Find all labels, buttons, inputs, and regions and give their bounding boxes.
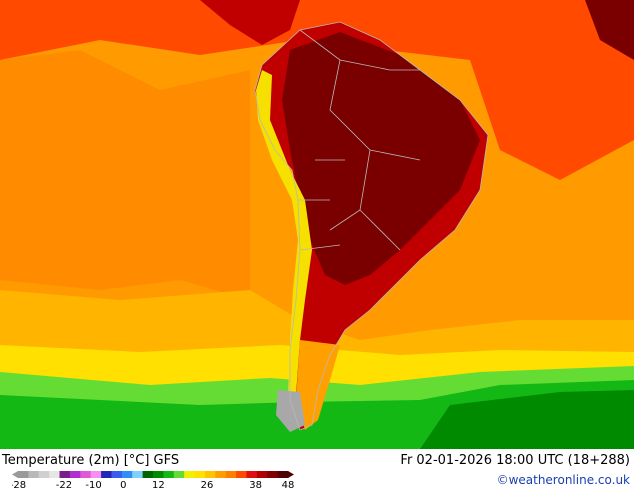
color-legend: -28 -22 -10 0 12 26 38 48 [12,471,294,489]
legend-swatch [121,471,133,478]
legend-swatch [101,471,112,478]
legend-arrow-low [12,471,18,478]
legend-swatch [204,471,216,478]
legend-swatch [225,471,237,478]
tierra-del-fuego [276,390,305,432]
coastline [254,21,489,431]
legend-arrow-high [288,471,294,478]
legend-swatch [18,471,29,478]
legend-tick-label: -22 [56,480,72,489]
legend-tick-label: 0 [120,480,126,489]
credit-link[interactable]: ©weatheronline.co.uk [496,473,630,487]
legend-swatch [90,471,102,478]
patagonia-orange [296,340,340,430]
legend-swatches [12,471,294,478]
ocean-hot-north [0,0,634,180]
continent-hottest [282,32,480,285]
legend-swatch [215,471,227,478]
legend-swatch [69,471,81,478]
legend-swatch [142,471,154,478]
legend-swatch [267,471,279,478]
legend-swatch [38,471,50,478]
legend-swatch [153,471,164,478]
legend-swatch [256,471,268,478]
legend-swatch [194,471,206,478]
africa-edge [585,0,634,60]
ocean-warm-band [0,50,250,300]
legend-swatch [80,471,92,478]
legend-tick-label: 38 [249,480,262,489]
legend-tick-label: 26 [201,480,214,489]
legend-swatch [236,471,247,478]
country-borders [298,29,421,251]
legend-swatch [59,471,71,478]
legend-tick-label: 12 [152,480,165,489]
legend-swatch [173,471,185,478]
legend-swatch [246,471,258,478]
map-footer: Temperature (2m) [°C] GFS Fr 02-01-2026 … [0,449,634,490]
temperature-map [0,0,634,449]
legend-tick-label: -28 [12,480,26,489]
legend-tick-label: 48 [282,480,294,489]
legend-swatch [28,471,40,478]
legend-swatch [277,471,289,478]
map-title: Temperature (2m) [°C] GFS [2,453,180,468]
legend-swatch [111,471,123,478]
run-time: Fr 02-01-2026 18:00 UTC (18+288) [400,453,630,468]
legend-tick-label: -10 [85,480,101,489]
legend-swatch [49,471,60,478]
andes-cool-strip [256,70,312,398]
legend-swatch [132,471,144,478]
ocean-deep-green [420,390,634,449]
legend-ticks: -28 -22 -10 0 12 26 38 48 [12,480,294,489]
north-america-edge [200,0,300,45]
legend-swatch [163,471,175,478]
legend-swatch [184,471,195,478]
